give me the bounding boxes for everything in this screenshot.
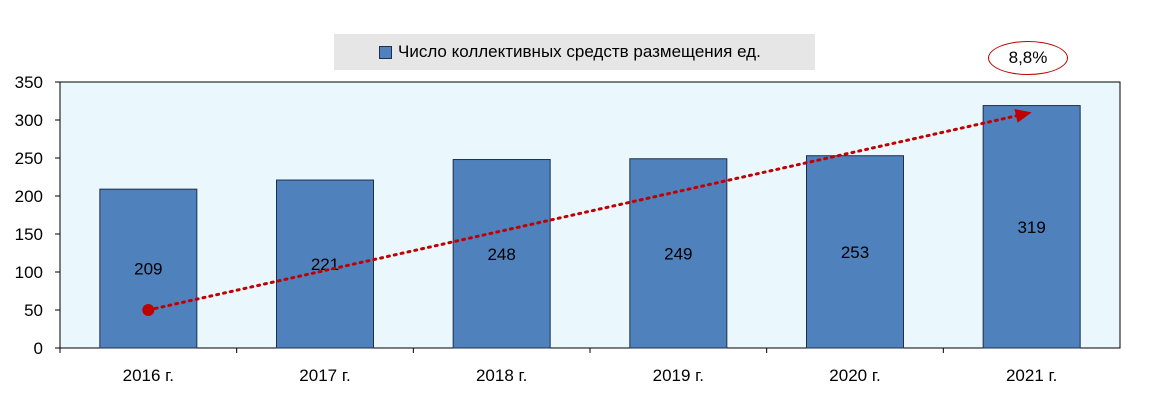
y-axis: 0 50 100 150 200 250 300 350 <box>15 73 60 358</box>
data-label: 253 <box>841 243 869 262</box>
y-tick-label: 100 <box>15 263 43 282</box>
growth-rate-badge: 8,8% <box>988 41 1068 75</box>
bar <box>806 155 904 349</box>
bar <box>629 158 728 349</box>
y-tick-label: 200 <box>15 187 43 206</box>
trend-start-point <box>142 304 155 316</box>
legend-label: Число коллективных средств размещения ед… <box>398 42 761 61</box>
data-label: 249 <box>664 244 692 263</box>
bar <box>276 179 374 349</box>
x-tick-label: 2021 г. <box>1006 366 1057 385</box>
x-tick-label: 2016 г. <box>123 366 174 385</box>
x-tick-label: 2020 г. <box>829 366 880 385</box>
plot-area <box>59 81 1121 349</box>
y-tick-label: 0 <box>34 339 43 358</box>
y-tick-label: 150 <box>15 225 43 244</box>
bars <box>99 105 1081 349</box>
bar <box>99 188 198 349</box>
bar <box>452 159 551 349</box>
trend-line <box>146 114 1018 312</box>
x-tick-label: 2018 г. <box>476 366 527 385</box>
y-tick-label: 250 <box>15 149 43 168</box>
y-tick-label: 300 <box>15 111 43 130</box>
y-tick-label: 50 <box>24 301 43 320</box>
x-axis: 2016 г. 2017 г. 2018 г. 2019 г. 2020 г. 2021 … <box>59 348 1057 385</box>
data-label: 209 <box>134 260 162 279</box>
trend-arrowhead <box>1014 109 1032 123</box>
y-tick-label: 350 <box>15 73 43 92</box>
trend-arrow <box>142 109 1032 316</box>
legend-swatch <box>379 45 392 59</box>
x-tick-label: 2019 г. <box>653 366 704 385</box>
bar <box>982 105 1081 349</box>
legend: Число коллективных средств размещения ед… <box>334 34 815 70</box>
x-tick-label: 2017 г. <box>299 366 350 385</box>
data-label: 248 <box>487 245 515 264</box>
data-label: 319 <box>1017 218 1045 237</box>
